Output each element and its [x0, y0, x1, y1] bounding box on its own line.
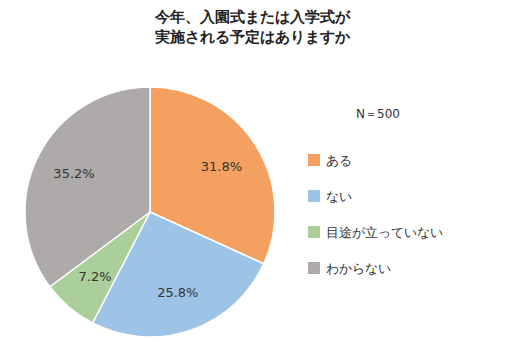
pie-slice — [25, 87, 150, 287]
pie-labels: 31.8% 25.8% 7.2% 35.2% — [53, 159, 242, 300]
data-label: 7.2% — [78, 269, 111, 284]
legend: あるない目途が立っていないわからない — [308, 153, 443, 276]
legend-swatch — [308, 154, 320, 166]
chart-title: 今年、入園式または入学式が実施される予定はありますか — [154, 8, 351, 46]
data-label: 35.2% — [53, 166, 94, 181]
pie — [25, 87, 275, 337]
chart-container: 今年、入園式または入学式が実施される予定はありますか 31.8% 25.8% 7.2%… — [0, 0, 505, 355]
legend-label: ある — [326, 153, 352, 168]
data-label: 31.8% — [201, 159, 242, 174]
legend-swatch — [308, 190, 320, 202]
legend-label: ない — [326, 189, 352, 204]
legend-swatch — [308, 226, 320, 238]
legend-label: 目途が立っていない — [326, 225, 443, 240]
data-label: 25.8% — [157, 285, 198, 300]
annotation: N＝500 — [356, 107, 400, 121]
legend-swatch — [308, 262, 320, 274]
legend-label: わからない — [326, 261, 391, 276]
chart-svg: 今年、入園式または入学式が実施される予定はありますか 31.8% 25.8% 7.2%… — [0, 0, 505, 355]
